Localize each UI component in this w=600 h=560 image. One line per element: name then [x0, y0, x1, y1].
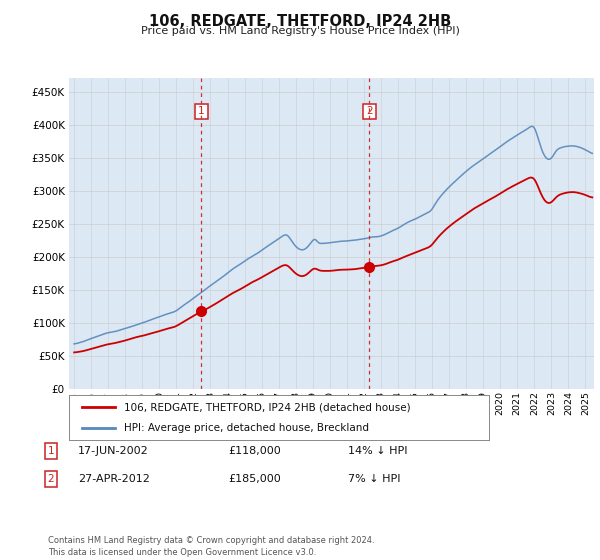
Text: £185,000: £185,000	[228, 474, 281, 484]
Bar	[201, 78, 370, 389]
Text: Price paid vs. HM Land Registry's House Price Index (HPI): Price paid vs. HM Land Registry's House …	[140, 26, 460, 36]
Text: £118,000: £118,000	[228, 446, 281, 456]
Text: 106, REDGATE, THETFORD, IP24 2HB (detached house): 106, REDGATE, THETFORD, IP24 2HB (detach…	[124, 402, 410, 412]
Text: 2: 2	[47, 474, 55, 484]
Text: 2: 2	[366, 106, 373, 116]
Text: HPI: Average price, detached house, Breckland: HPI: Average price, detached house, Brec…	[124, 423, 368, 433]
Text: 17-JUN-2002: 17-JUN-2002	[78, 446, 149, 456]
Text: 14% ↓ HPI: 14% ↓ HPI	[348, 446, 407, 456]
Text: Contains HM Land Registry data © Crown copyright and database right 2024.
This d: Contains HM Land Registry data © Crown c…	[48, 536, 374, 557]
Text: 1: 1	[198, 106, 205, 116]
Text: 7% ↓ HPI: 7% ↓ HPI	[348, 474, 401, 484]
Text: 27-APR-2012: 27-APR-2012	[78, 474, 150, 484]
Text: 1: 1	[47, 446, 55, 456]
Text: 106, REDGATE, THETFORD, IP24 2HB: 106, REDGATE, THETFORD, IP24 2HB	[149, 14, 451, 29]
